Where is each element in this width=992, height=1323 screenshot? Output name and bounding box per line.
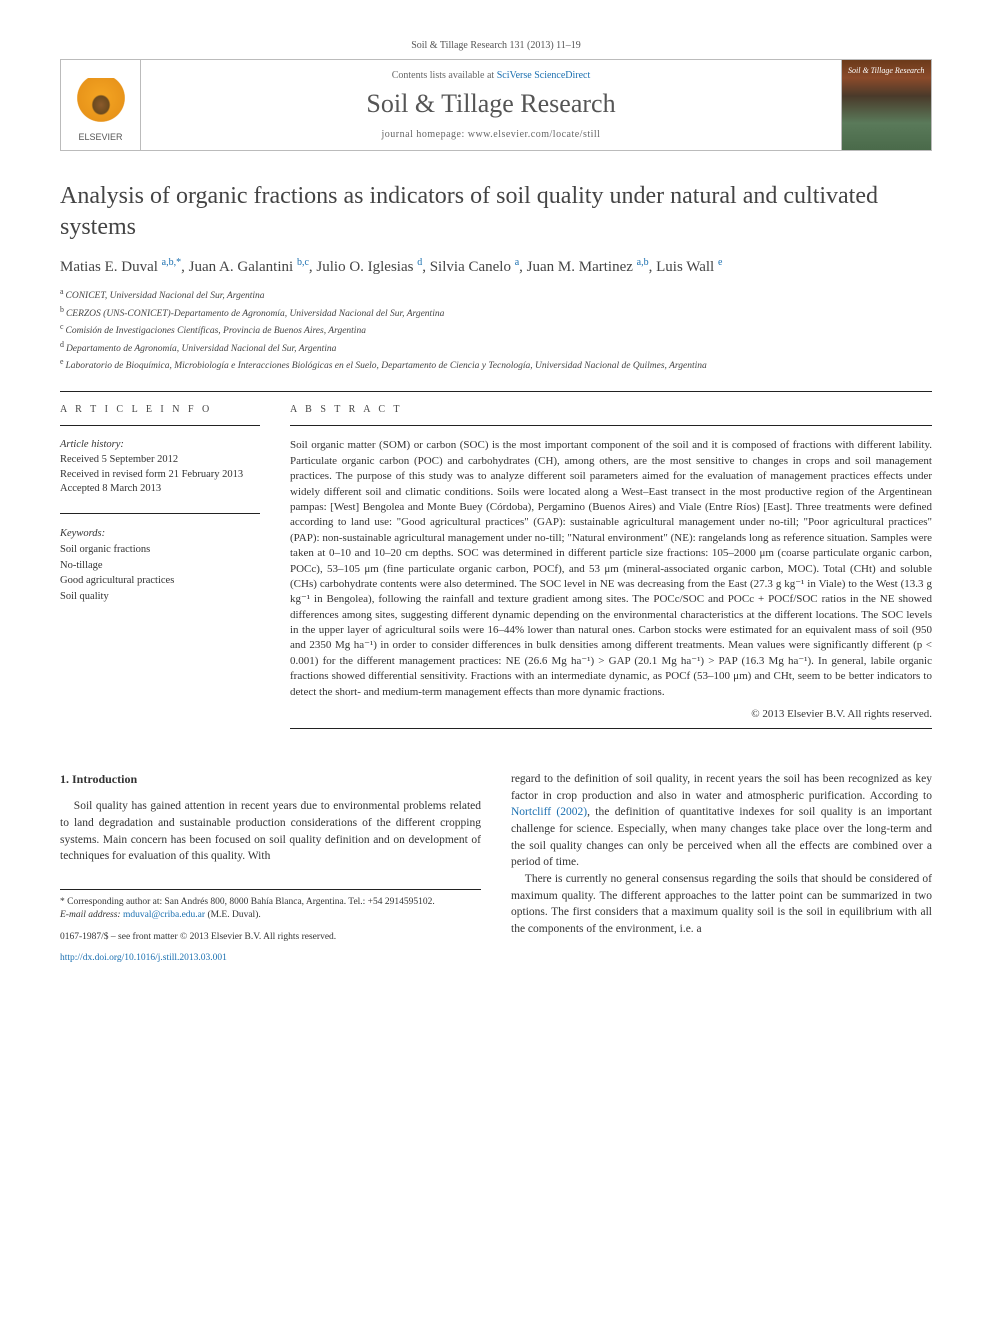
sciencedirect-link[interactable]: SciVerse ScienceDirect bbox=[497, 70, 591, 81]
affiliation: a CONICET, Universidad Nacional del Sur,… bbox=[60, 286, 932, 303]
journal-homepage-line: journal homepage: www.elsevier.com/locat… bbox=[161, 129, 821, 140]
author: Juan A. Galantini b,c bbox=[189, 259, 309, 275]
body-columns: 1. Introduction Soil quality has gained … bbox=[60, 771, 932, 965]
affiliation: b CERZOS (UNS-CONICET)-Departamento de A… bbox=[60, 304, 932, 321]
masthead: ELSEVIER Contents lists available at Sci… bbox=[60, 59, 932, 151]
doi-link[interactable]: http://dx.doi.org/10.1016/j.still.2013.0… bbox=[60, 953, 227, 963]
p2-part1: regard to the definition of soil quality… bbox=[511, 773, 932, 802]
footer-issn-line: 0167-1987/$ – see front matter © 2013 El… bbox=[60, 931, 481, 944]
cover-title: Soil & Tillage Research bbox=[848, 66, 925, 75]
author: Matias E. Duval a,b,* bbox=[60, 259, 181, 275]
article-title: Analysis of organic fractions as indicat… bbox=[60, 181, 932, 243]
author-affiliation-marker: d bbox=[417, 257, 422, 268]
affiliation-link[interactable]: e bbox=[718, 257, 722, 268]
copyright-line: © 2013 Elsevier B.V. All rights reserved… bbox=[290, 708, 932, 720]
author-affiliation-marker: e bbox=[718, 257, 722, 268]
body-col-right: regard to the definition of soil quality… bbox=[511, 771, 932, 965]
article-info-label: A R T I C L E I N F O bbox=[60, 404, 260, 415]
author-affiliation-marker: b,c bbox=[297, 257, 309, 268]
journal-cover-thumb: Soil & Tillage Research bbox=[841, 60, 931, 150]
abstract-text: Soil organic matter (SOM) or carbon (SOC… bbox=[290, 438, 932, 700]
history-accepted: Accepted 8 March 2013 bbox=[60, 482, 260, 497]
affiliation-link[interactable]: d bbox=[417, 257, 422, 268]
keyword: Good agricultural practices bbox=[60, 573, 260, 589]
article-info-row: A R T I C L E I N F O Article history: R… bbox=[60, 404, 932, 741]
journal-name: Soil & Tillage Research bbox=[161, 89, 821, 119]
keywords-block: Keywords: Soil organic fractionsNo-tilla… bbox=[60, 526, 260, 605]
history-title: Article history: bbox=[60, 438, 260, 453]
keyword: Soil organic fractions bbox=[60, 542, 260, 558]
author-list: Matias E. Duval a,b,*, Juan A. Galantini… bbox=[60, 257, 932, 276]
cover-image: Soil & Tillage Research bbox=[842, 60, 931, 150]
email-label: E-mail address: bbox=[60, 910, 123, 920]
author-affiliation-marker: a,b bbox=[637, 257, 649, 268]
affiliation-key: b bbox=[60, 305, 66, 314]
abstract-label: A B S T R A C T bbox=[290, 404, 932, 415]
keywords-list: Soil organic fractionsNo-tillageGood agr… bbox=[60, 542, 260, 605]
author: Luis Wall e bbox=[656, 259, 722, 275]
abstract-col: A B S T R A C T Soil organic matter (SOM… bbox=[290, 404, 932, 741]
author: Julio O. Iglesias d bbox=[316, 259, 422, 275]
rule-top bbox=[60, 391, 932, 392]
affiliation: c Comisión de Investigaciones Científica… bbox=[60, 321, 932, 338]
footnotes: * Corresponding author at: San Andrés 80… bbox=[60, 889, 481, 923]
nortcliff-2002-citation[interactable]: Nortcliff (2002) bbox=[511, 806, 587, 818]
affiliation-key: d bbox=[60, 340, 66, 349]
rule-abstract bbox=[290, 425, 932, 426]
elsevier-label: ELSEVIER bbox=[78, 132, 122, 142]
keyword: Soil quality bbox=[60, 589, 260, 605]
affiliation-link[interactable]: b,c bbox=[297, 257, 309, 268]
affiliation-key: c bbox=[60, 322, 66, 331]
email-line: E-mail address: mduval@criba.edu.ar (M.E… bbox=[60, 909, 481, 922]
homepage-url: www.elsevier.com/locate/still bbox=[468, 129, 601, 140]
rule-info bbox=[60, 425, 260, 426]
affiliation-key: a bbox=[60, 287, 66, 296]
affiliation-link[interactable]: a bbox=[515, 257, 519, 268]
footer-doi: http://dx.doi.org/10.1016/j.still.2013.0… bbox=[60, 952, 481, 965]
elsevier-tree-icon bbox=[76, 78, 126, 128]
author-affiliation-marker: a bbox=[515, 257, 519, 268]
rule-keywords bbox=[60, 513, 260, 514]
section-1-p1: Soil quality has gained attention in rec… bbox=[60, 798, 481, 865]
affiliation-list: a CONICET, Universidad Nacional del Sur,… bbox=[60, 286, 932, 373]
email-suffix: (M.E. Duval). bbox=[207, 910, 260, 920]
corresponding-author-marker: * bbox=[176, 257, 181, 268]
affiliation-key: e bbox=[60, 357, 66, 366]
author: Juan M. Martinez a,b bbox=[527, 259, 649, 275]
author-affiliation-marker: a,b,* bbox=[162, 257, 181, 268]
publisher-logo-block: ELSEVIER bbox=[61, 60, 141, 150]
homepage-prefix: journal homepage: bbox=[382, 129, 468, 140]
journal-reference: Soil & Tillage Research 131 (2013) 11–19 bbox=[60, 40, 932, 51]
article-history: Article history: Received 5 September 20… bbox=[60, 438, 260, 497]
section-1-heading: 1. Introduction bbox=[60, 771, 481, 788]
article-info-col: A R T I C L E I N F O Article history: R… bbox=[60, 404, 260, 741]
author: Silvia Canelo a bbox=[430, 259, 519, 275]
affiliation-link[interactable]: a,b bbox=[637, 257, 649, 268]
keyword: No-tillage bbox=[60, 558, 260, 574]
masthead-center: Contents lists available at SciVerse Sci… bbox=[141, 60, 841, 150]
rule-abstract-bottom bbox=[290, 728, 932, 729]
section-1-p2: regard to the definition of soil quality… bbox=[511, 771, 932, 871]
affiliation-link[interactable]: a,b, bbox=[162, 257, 176, 268]
section-1-p3: There is currently no general consensus … bbox=[511, 871, 932, 938]
history-revised: Received in revised form 21 February 201… bbox=[60, 468, 260, 483]
keywords-title: Keywords: bbox=[60, 526, 260, 542]
history-received: Received 5 September 2012 bbox=[60, 453, 260, 468]
corresponding-author-note: * Corresponding author at: San Andrés 80… bbox=[60, 896, 481, 909]
corresponding-email-link[interactable]: mduval@criba.edu.ar bbox=[123, 910, 205, 920]
contents-prefix: Contents lists available at bbox=[392, 70, 497, 81]
body-col-left: 1. Introduction Soil quality has gained … bbox=[60, 771, 481, 965]
affiliation: e Laboratorio de Bioquímica, Microbiolog… bbox=[60, 356, 932, 373]
affiliation: d Departamento de Agronomía, Universidad… bbox=[60, 339, 932, 356]
contents-available-line: Contents lists available at SciVerse Sci… bbox=[161, 70, 821, 81]
